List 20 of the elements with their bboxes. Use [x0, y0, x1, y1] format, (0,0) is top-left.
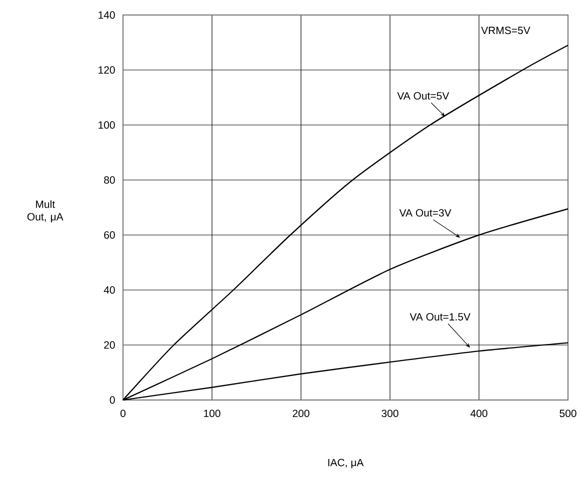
- x-axis-title: IAC, μA: [328, 458, 364, 468]
- y-tick-label: 60: [104, 231, 115, 239]
- y-tick-label: 140: [98, 11, 115, 19]
- y-tick-label: 40: [104, 286, 115, 294]
- annotation: VA Out=1.5V: [410, 313, 470, 321]
- y-tick-label: 0: [110, 396, 115, 404]
- annotation: VA Out=5V: [397, 92, 450, 100]
- y-tick-label: 100: [98, 121, 115, 129]
- y-axis-title: Mult Out, μA: [27, 200, 64, 222]
- y-tick-label: 120: [98, 66, 115, 74]
- annotation: VRMS=5V: [481, 26, 530, 34]
- x-tick-label: 100: [204, 410, 220, 418]
- y-tick-label: 80: [104, 176, 115, 184]
- y-tick-label: 20: [104, 341, 115, 349]
- x-tick-label: 200: [292, 410, 310, 418]
- x-tick-label: 400: [470, 410, 488, 418]
- x-tick-label: 300: [382, 410, 398, 418]
- x-tick-label: 0: [120, 410, 126, 418]
- annotation: VA Out=3V: [399, 209, 452, 217]
- x-tick-label: 500: [560, 410, 576, 418]
